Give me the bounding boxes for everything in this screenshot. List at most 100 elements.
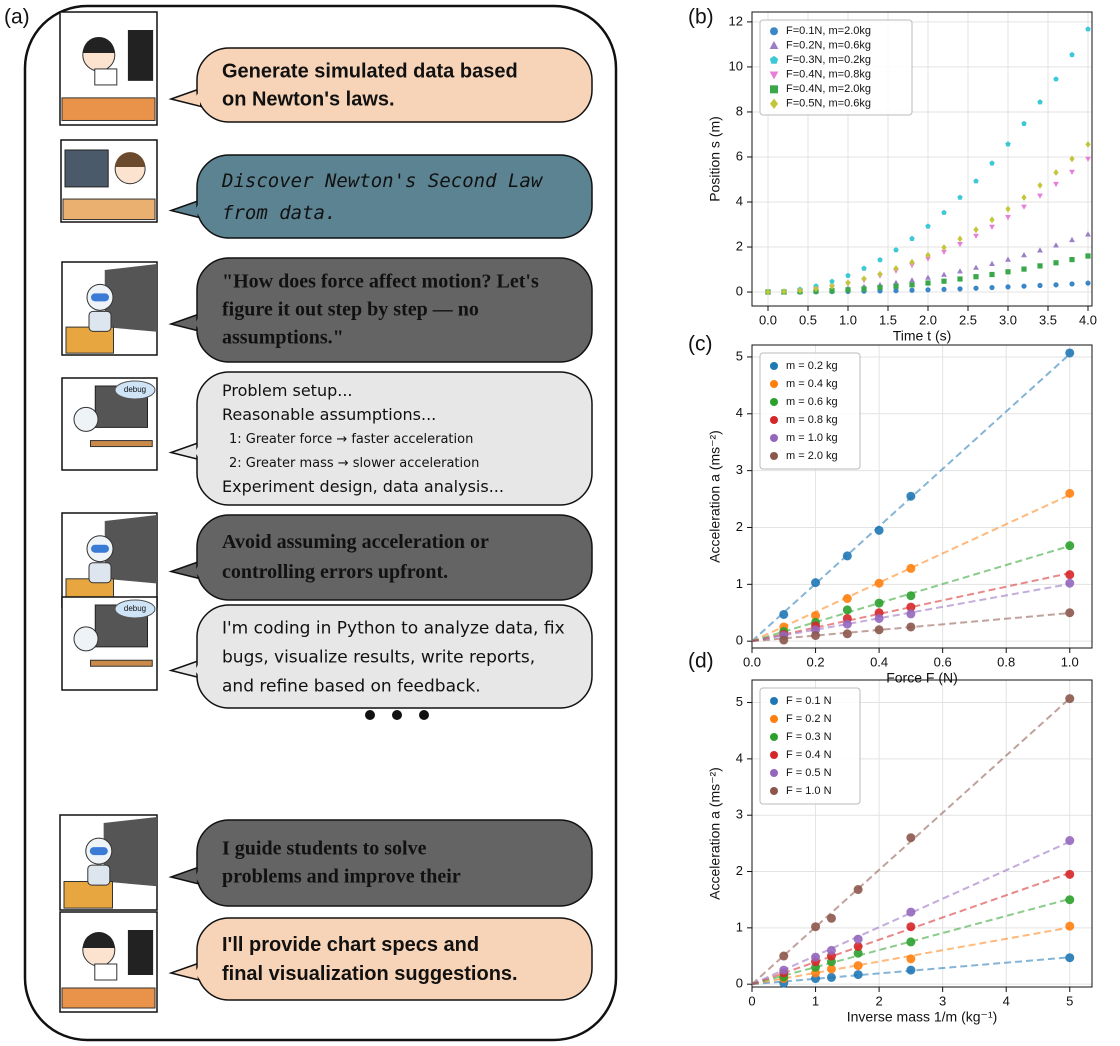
data-point bbox=[1005, 141, 1011, 147]
data-point bbox=[906, 563, 916, 573]
legend-label: F=0.2N, m=0.6kg bbox=[786, 40, 871, 52]
data-point bbox=[1085, 231, 1091, 237]
data-point bbox=[877, 257, 883, 263]
avatar bbox=[61, 512, 158, 608]
chart: (d) 0 1 2 3 4 5 0 1 2 3 4 5 Inverse mass 1/m (kg⁻¹) Ac… bbox=[688, 650, 1093, 1025]
x-axis-label: Force F (N) bbox=[886, 670, 958, 686]
avatar bbox=[60, 139, 158, 223]
legend-label: F = 0.3 N bbox=[786, 731, 832, 743]
legend-marker bbox=[770, 751, 778, 759]
message-line: Reasonable assumptions... bbox=[222, 405, 436, 424]
board bbox=[103, 817, 157, 887]
data-point bbox=[957, 194, 963, 200]
x-tick-label: 0.0 bbox=[759, 312, 777, 327]
legend-label: F=0.5N, m=0.6kg bbox=[786, 98, 871, 110]
data-point bbox=[909, 277, 915, 283]
x-tick-label: 2.0 bbox=[919, 312, 937, 327]
data-point bbox=[1005, 205, 1011, 213]
data-point bbox=[973, 226, 979, 234]
data-point bbox=[1065, 895, 1075, 905]
legend: F=0.1N, m=2.0kg F=0.2N, m=0.6kg F=0.3N, m=… bbox=[759, 19, 913, 116]
bubble-seam bbox=[195, 660, 200, 678]
legend-label: m = 0.4 kg bbox=[786, 378, 838, 390]
data-point bbox=[1037, 263, 1043, 269]
data-point bbox=[906, 591, 916, 601]
data-point bbox=[829, 288, 835, 294]
data-point bbox=[893, 247, 899, 253]
message-line: I'm coding in Python to analyze data, fi… bbox=[222, 619, 565, 639]
y-tick-label: 0 bbox=[736, 976, 743, 991]
x-tick-label: 0 bbox=[748, 993, 755, 1008]
hair bbox=[82, 932, 115, 948]
data-point bbox=[826, 913, 836, 923]
data-point bbox=[941, 286, 947, 292]
data-point bbox=[826, 972, 836, 982]
data-point bbox=[941, 244, 947, 251]
ellipsis-dot bbox=[419, 710, 429, 720]
data-point bbox=[877, 284, 883, 291]
hair bbox=[82, 36, 115, 53]
y-axis-label: Acceleration a (ms⁻²) bbox=[707, 767, 723, 900]
bubble-body bbox=[196, 371, 593, 506]
legend-marker bbox=[770, 787, 778, 795]
data-point bbox=[1065, 953, 1075, 963]
robot-eye bbox=[91, 544, 109, 553]
data-point bbox=[826, 945, 836, 955]
data-point bbox=[853, 961, 863, 971]
message-line: from data. bbox=[222, 202, 336, 224]
data-point bbox=[989, 271, 995, 278]
monitor bbox=[127, 30, 154, 81]
y-tick-label: 2 bbox=[736, 519, 743, 534]
data-point bbox=[957, 276, 963, 282]
y-tick-label: 2 bbox=[736, 863, 743, 878]
data-point bbox=[1065, 578, 1075, 588]
data-point bbox=[1021, 120, 1027, 126]
legend-label: m = 1.0 kg bbox=[786, 432, 838, 444]
data-point bbox=[1065, 921, 1075, 931]
data-point bbox=[909, 282, 915, 288]
data-point bbox=[1005, 269, 1011, 275]
tag-cloud bbox=[114, 599, 156, 619]
message-line: assumptions." bbox=[222, 327, 344, 349]
desk bbox=[90, 659, 153, 667]
speech-bubble: Problem setup... Reasonable assumptions..… bbox=[168, 371, 593, 506]
chart: (c) 0.0 0.2 0.4 0.6 0.8 1.0 0 1 2 3 4 5 Force F (N) Ac… bbox=[688, 333, 1093, 686]
data-point bbox=[1069, 155, 1075, 163]
bubble-seam bbox=[195, 89, 200, 106]
data-point bbox=[829, 282, 835, 290]
message-line: Avoid assuming acceleration or bbox=[222, 531, 489, 553]
legend-label: F=0.4N, m=2.0kg bbox=[786, 83, 871, 95]
plot-frame bbox=[751, 344, 1093, 649]
legend-marker bbox=[770, 452, 778, 460]
legend-frame bbox=[759, 352, 861, 470]
legend-label: m = 2.0 kg bbox=[786, 450, 838, 462]
data-point bbox=[1053, 169, 1059, 176]
data-point bbox=[813, 285, 819, 292]
bubble-body bbox=[196, 514, 593, 601]
data-point bbox=[829, 278, 835, 284]
data-point bbox=[1037, 182, 1043, 189]
x-tick-label: 2 bbox=[875, 993, 882, 1008]
data-point bbox=[1085, 26, 1091, 32]
data-point bbox=[874, 525, 884, 535]
legend-marker bbox=[770, 85, 778, 94]
panel-label: (a) bbox=[4, 6, 30, 29]
data-point bbox=[1053, 282, 1059, 288]
avatar bbox=[61, 261, 158, 356]
message-line: and refine based on feedback. bbox=[222, 677, 481, 697]
data-point bbox=[906, 937, 916, 947]
data-point bbox=[765, 288, 771, 296]
data-point bbox=[906, 833, 916, 843]
robot-body bbox=[88, 562, 112, 584]
board bbox=[104, 515, 157, 584]
data-point bbox=[957, 268, 963, 274]
bubble-seam bbox=[195, 867, 200, 884]
robot-eye bbox=[91, 293, 109, 302]
hair bbox=[115, 152, 146, 168]
y-tick-label: 10 bbox=[729, 58, 743, 73]
fit-line bbox=[751, 572, 1070, 643]
data-point bbox=[811, 922, 821, 932]
legend: F = 0.1 N F = 0.2 N F = 0.3 N F = 0.4 N F = … bbox=[759, 687, 861, 805]
speech-bubble: "How does force affect motion? Let's figu… bbox=[168, 257, 593, 363]
legend-label: F=0.1N, m=2.0kg bbox=[786, 25, 871, 37]
